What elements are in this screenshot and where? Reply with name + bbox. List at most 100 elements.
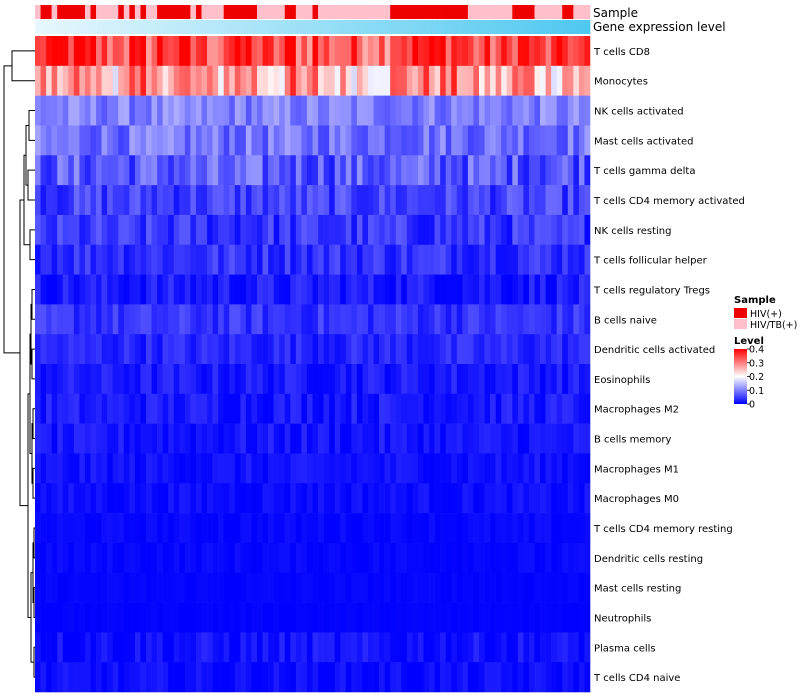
heatmap-cell — [390, 662, 397, 693]
heatmap-cell — [306, 214, 313, 246]
heatmap-cell — [351, 244, 358, 275]
heatmap-cell — [578, 95, 585, 126]
heatmap-cell — [456, 513, 463, 544]
heatmap-cell — [340, 393, 347, 424]
heatmap-cell — [534, 334, 541, 365]
heatmap-cell — [62, 483, 69, 514]
heatmap-cell — [223, 125, 230, 156]
heatmap-cell — [123, 304, 130, 335]
heatmap-cell — [146, 393, 152, 424]
heatmap-cell — [473, 602, 480, 633]
heatmap-cell — [567, 423, 574, 454]
expression-annotation-cell — [384, 20, 391, 34]
heatmap-cell — [567, 125, 574, 156]
heatmap-cell — [223, 274, 230, 305]
sample-annotation-cell — [212, 5, 219, 19]
heatmap-cell — [157, 632, 163, 663]
heatmap-cell — [301, 662, 308, 693]
heatmap-cell — [107, 65, 113, 96]
heatmap-cell — [79, 602, 86, 633]
heatmap-cell — [340, 65, 347, 96]
heatmap-cell — [340, 244, 347, 275]
legend-swatch-hiv — [734, 308, 747, 318]
heatmap-cell — [445, 423, 452, 454]
heatmap-cell — [323, 632, 330, 663]
heatmap-cell — [573, 632, 580, 663]
heatmap-cell — [556, 542, 563, 574]
heatmap-cell — [118, 513, 125, 544]
heatmap-cell — [268, 304, 274, 335]
sample-annotation-cell — [295, 5, 302, 19]
heatmap-cell — [35, 304, 41, 335]
expression-annotation-cell — [179, 20, 186, 34]
heatmap-cell — [195, 65, 202, 96]
heatmap-cell — [90, 393, 97, 424]
heatmap-cell — [379, 423, 385, 454]
heatmap-cell — [451, 393, 458, 424]
heatmap-cell — [379, 274, 385, 305]
sample-annotation-cell — [251, 5, 258, 19]
heatmap-cell — [323, 155, 330, 186]
heatmap-cell — [112, 65, 119, 96]
sample-annotation-cell — [179, 5, 186, 19]
heatmap-cell — [57, 513, 64, 544]
heatmap-cell — [190, 483, 197, 514]
heatmap-cell — [523, 572, 530, 603]
heatmap-cell — [295, 304, 302, 335]
heatmap-cell — [123, 334, 130, 365]
heatmap-cell — [406, 214, 413, 246]
heatmap-cell — [84, 95, 91, 126]
heatmap-cell — [284, 214, 291, 246]
heatmap-cell — [312, 304, 319, 335]
heatmap-cell — [462, 542, 469, 574]
heatmap-cell — [406, 95, 413, 126]
heatmap-cell — [395, 95, 402, 126]
heatmap-cell — [412, 632, 419, 663]
heatmap-cell — [73, 36, 80, 67]
sample-annotation-track — [35, 5, 591, 19]
heatmap-cell — [301, 602, 308, 633]
heatmap-cell — [512, 513, 519, 544]
heatmap-cell — [490, 572, 496, 603]
heatmap-cell — [540, 453, 546, 484]
heatmap-cell — [556, 65, 563, 96]
heatmap-cell — [528, 572, 535, 603]
heatmap-cell — [234, 572, 241, 603]
heatmap-cell — [245, 274, 252, 305]
heatmap-cell — [301, 364, 308, 395]
heatmap-cell — [312, 632, 319, 663]
heatmap-cell — [62, 95, 69, 126]
heatmap-cell — [351, 513, 358, 544]
heatmap-cell — [240, 632, 247, 663]
heatmap-cell — [173, 125, 180, 156]
heatmap-cell — [506, 632, 513, 663]
heatmap-cell — [223, 364, 230, 395]
heatmap-cell — [46, 572, 52, 603]
heatmap-cell — [528, 632, 535, 663]
heatmap-cell — [523, 36, 530, 67]
heatmap-cell — [257, 542, 263, 574]
heatmap-cell — [323, 453, 330, 484]
heatmap-cell — [290, 274, 297, 305]
expression-annotation-cell — [101, 20, 108, 34]
heatmap-cell — [406, 36, 413, 67]
heatmap-cell — [96, 572, 102, 603]
heatmap-cell — [501, 185, 508, 216]
sample-annotation-cell — [323, 5, 330, 19]
heatmap-cell — [406, 483, 413, 514]
heatmap-cell — [312, 364, 319, 395]
heatmap-cell — [379, 662, 385, 693]
heatmap-cell — [506, 36, 513, 67]
heatmap-cell — [140, 244, 147, 275]
heatmap-cell — [35, 334, 41, 365]
heatmap-cell — [540, 483, 546, 514]
expression-annotation-cell — [479, 20, 485, 34]
heatmap-cell — [201, 423, 208, 454]
sample-annotation-cell — [523, 5, 530, 19]
heatmap-cell — [245, 602, 252, 633]
heatmap-cell — [218, 572, 224, 603]
heatmap-cell — [134, 364, 141, 395]
heatmap-cell — [40, 95, 47, 126]
heatmap-cell — [373, 334, 380, 365]
heatmap-cell — [534, 214, 541, 246]
